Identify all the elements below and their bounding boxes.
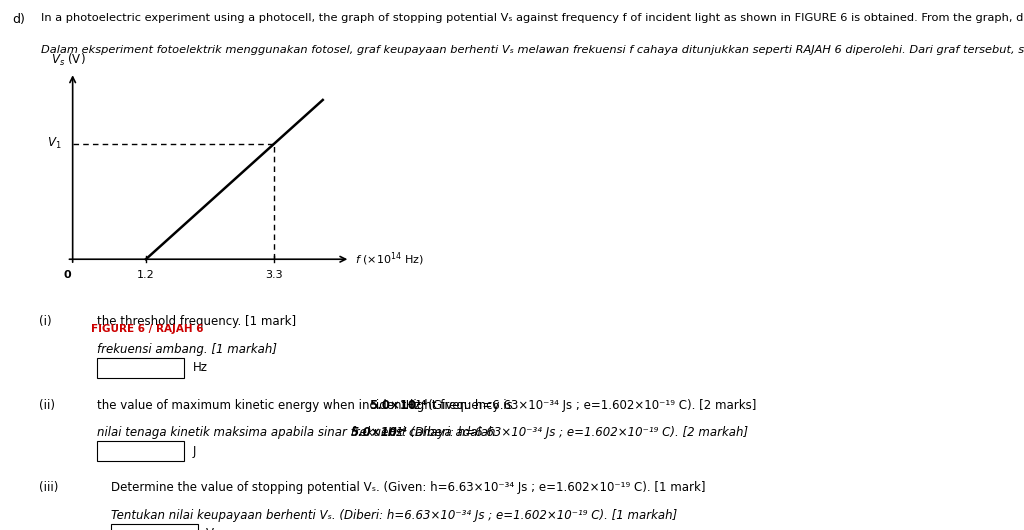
FancyBboxPatch shape [97, 358, 184, 378]
Text: Tentukan nilai keupayaan berhenti Vₛ. (Diberi: h=6.63×10⁻³⁴ Js ; e=1.602×10⁻¹⁹ C: Tentukan nilai keupayaan berhenti Vₛ. (D… [111, 509, 677, 522]
Text: (ii): (ii) [39, 399, 55, 412]
Text: 0: 0 [63, 270, 72, 280]
Text: In a photoelectric experiment using a photocell, the graph of stopping potential: In a photoelectric experiment using a ph… [41, 13, 1024, 23]
Text: $V_s$ (V): $V_s$ (V) [51, 51, 86, 68]
Text: J: J [193, 445, 196, 457]
Text: 3.3: 3.3 [265, 270, 283, 280]
Text: 1.2: 1.2 [137, 270, 155, 280]
Text: the threshold frequency. [1 mark]: the threshold frequency. [1 mark] [97, 315, 296, 329]
Text: (iii): (iii) [39, 481, 58, 494]
FancyBboxPatch shape [111, 524, 198, 530]
Text: Hz. (Given: h=6.63×10⁻³⁴ Js ; e=1.602×10⁻¹⁹ C). [2 marks]: Hz. (Given: h=6.63×10⁻³⁴ Js ; e=1.602×10… [402, 399, 757, 412]
Text: Determine the value of stopping potential Vₛ. (Given: h=6.63×10⁻³⁴ Js ; e=1.602×: Determine the value of stopping potentia… [111, 481, 706, 494]
Text: Hz: Hz [193, 361, 208, 374]
Text: Hz. (Diberi: h=6.63×10⁻³⁴ Js ; e=1.602×10⁻¹⁹ C). [2 markah]: Hz. (Diberi: h=6.63×10⁻³⁴ Js ; e=1.602×1… [384, 426, 749, 439]
Text: the value of maximum kinetic energy when incident light frequency is: the value of maximum kinetic energy when… [97, 399, 517, 412]
Text: (i): (i) [39, 315, 51, 329]
Text: nilai tenaga kinetik maksima apabila sinar frekuensi cahaya adalah: nilai tenaga kinetik maksima apabila sin… [97, 426, 500, 439]
Text: 5.0×10¹⁴: 5.0×10¹⁴ [351, 426, 408, 439]
Text: FIGURE 6 / RAJAH 6: FIGURE 6 / RAJAH 6 [90, 324, 203, 334]
Text: V: V [206, 527, 214, 530]
Text: $f$ (×10$^{14}$ Hz): $f$ (×10$^{14}$ Hz) [354, 251, 423, 268]
Text: 5.0×10¹⁴: 5.0×10¹⁴ [370, 399, 427, 412]
Text: Dalam eksperiment fotoelektrik menggunakan fotosel, graf keupayaan berhenti Vₛ m: Dalam eksperiment fotoelektrik menggunak… [41, 45, 1024, 55]
Text: $V_1$: $V_1$ [47, 136, 61, 152]
Text: d): d) [12, 13, 26, 26]
FancyBboxPatch shape [97, 441, 184, 461]
Text: frekuensi ambang. [1 markah]: frekuensi ambang. [1 markah] [97, 343, 278, 356]
